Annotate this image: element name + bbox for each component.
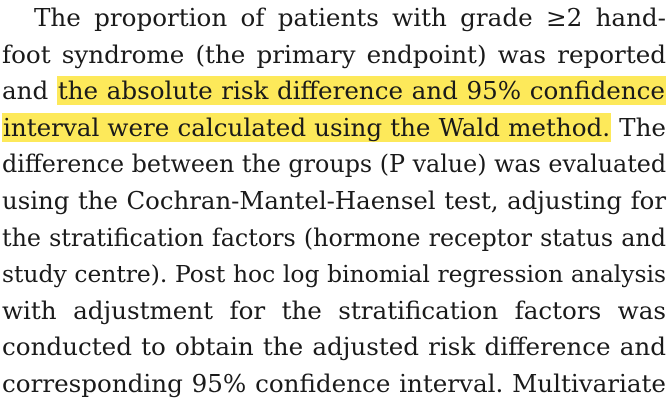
text-line-3-plain: and <box>2 76 57 106</box>
text-line-11: corresponding 95% confidence interval. M… <box>2 368 666 398</box>
text-line-2: foot syndrome (the primary endpoint) was… <box>2 39 666 69</box>
text-line-6: using the Cochran-Mantel-Haensel test, a… <box>2 185 666 215</box>
text-line-7: the stratification factors (hormone rece… <box>2 223 666 252</box>
text-line-1: The proportion of patients with grade ≥2… <box>34 3 666 32</box>
text-line-5: difference between the groups (P value) … <box>2 150 667 179</box>
text-line-9: with adjustment for the stratification f… <box>2 295 666 325</box>
highlighted-text: interval were calculated using the Wald … <box>2 112 612 142</box>
text-line-4: interval were calculated using the Wald … <box>2 110 666 147</box>
text-line-8: study centre). Post hoc log binomial reg… <box>2 260 666 289</box>
text-line-10: conducted to obtain the adjusted risk di… <box>2 332 666 362</box>
highlighted-text: the absolute risk difference and 95% con… <box>56 76 666 106</box>
text-line-4-plain: The <box>611 112 666 142</box>
text-line-3: and the absolute risk difference and 95%… <box>2 73 666 110</box>
